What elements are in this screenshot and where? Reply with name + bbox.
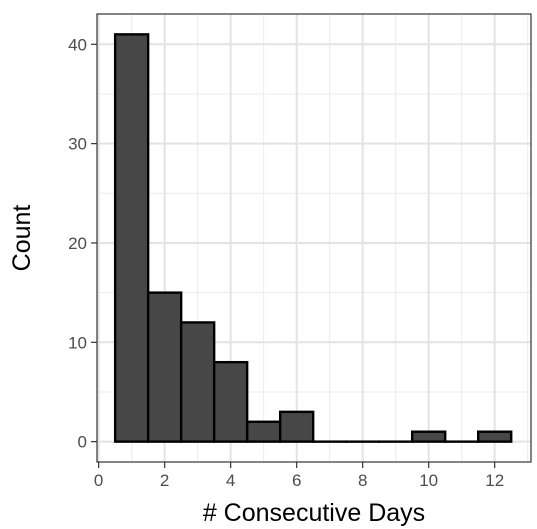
x-tick-label: 8	[358, 471, 367, 490]
x-tick-label: 0	[94, 471, 103, 490]
histogram-bar-4	[212, 360, 249, 443]
x-axis-title: # Consecutive Days	[203, 499, 425, 527]
x-tick-label: 12	[485, 471, 504, 490]
x-tick-label: 6	[292, 471, 301, 490]
y-tick-label: 0	[78, 433, 87, 452]
histogram-bar-12	[476, 430, 513, 443]
x-tick-label: 4	[226, 471, 235, 490]
histogram-bar-10	[410, 430, 447, 443]
y-tick-label: 40	[68, 35, 87, 54]
axis-tick-labels: 0 2 4 6 8 10 12 0 10 20 30 40	[68, 35, 504, 490]
histogram-bars	[113, 33, 513, 443]
y-tick-label: 30	[68, 135, 87, 154]
x-tick-label: 2	[160, 471, 169, 490]
histogram-bar-2	[146, 291, 183, 443]
y-tick-label: 20	[68, 234, 87, 253]
histogram-bar-5	[245, 420, 282, 443]
histogram-bar-3	[179, 321, 216, 443]
axis-ticks	[91, 43, 496, 468]
histogram-bar-1	[113, 33, 150, 443]
y-axis-title: Count	[8, 205, 36, 272]
x-tick-label: 10	[419, 471, 438, 490]
y-tick-label: 10	[68, 333, 87, 352]
plot-panel-border	[96, 13, 532, 463]
histogram-bar-6	[278, 410, 315, 443]
